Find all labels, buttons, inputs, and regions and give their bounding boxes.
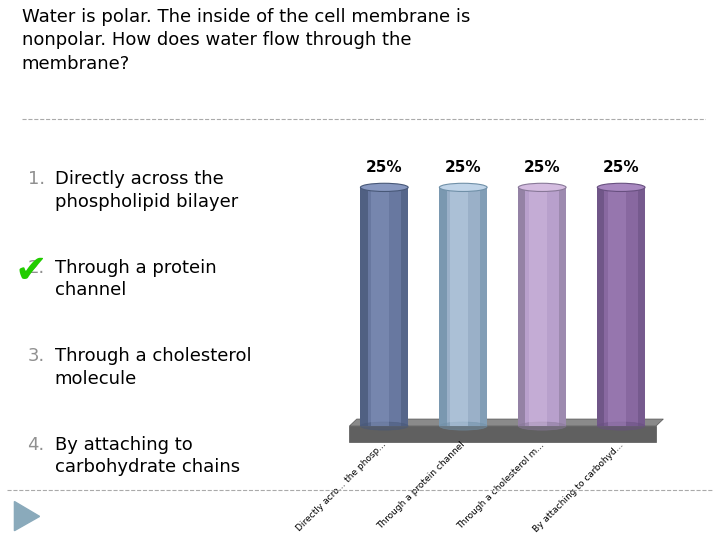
Bar — [518, 187, 526, 426]
Text: 25%: 25% — [524, 160, 560, 175]
Bar — [401, 187, 408, 426]
Bar — [480, 187, 487, 426]
Text: Through a cholesterol m...: Through a cholesterol m... — [456, 440, 546, 530]
Text: Through a cholesterol
molecule: Through a cholesterol molecule — [55, 347, 251, 388]
Bar — [450, 187, 468, 426]
Ellipse shape — [598, 183, 645, 192]
Polygon shape — [349, 419, 663, 426]
Text: 25%: 25% — [366, 160, 402, 175]
Text: 25%: 25% — [603, 160, 639, 175]
Text: Through a protein channel: Through a protein channel — [376, 440, 467, 531]
Ellipse shape — [361, 422, 408, 430]
Bar — [528, 187, 547, 426]
Bar — [439, 187, 446, 426]
Text: Water is polar. The inside of the cell membrane is
nonpolar. How does water flow: Water is polar. The inside of the cell m… — [22, 8, 470, 73]
Ellipse shape — [598, 422, 645, 430]
Text: ✔: ✔ — [15, 252, 48, 290]
Bar — [598, 187, 645, 426]
Text: By attaching to
carbohydrate chains: By attaching to carbohydrate chains — [55, 436, 240, 476]
Text: 3.: 3. — [27, 347, 45, 366]
Bar — [608, 187, 626, 426]
Bar — [518, 187, 566, 426]
Polygon shape — [349, 426, 656, 442]
Bar — [638, 187, 645, 426]
Ellipse shape — [439, 422, 487, 430]
Text: Directly across the
phospholipid bilayer: Directly across the phospholipid bilayer — [55, 171, 238, 211]
Bar — [371, 187, 389, 426]
Ellipse shape — [518, 183, 566, 192]
Text: By attaching to carbohyd...: By attaching to carbohyd... — [531, 440, 625, 534]
Bar — [598, 187, 604, 426]
Ellipse shape — [361, 183, 408, 192]
Text: Directly acro... the phosp...: Directly acro... the phosp... — [294, 440, 388, 534]
Bar — [559, 187, 566, 426]
Bar — [361, 187, 368, 426]
Text: 2.: 2. — [27, 259, 45, 277]
Ellipse shape — [439, 183, 487, 192]
Text: Through a protein
channel: Through a protein channel — [55, 259, 216, 299]
Text: 25%: 25% — [445, 160, 482, 175]
Bar — [361, 187, 408, 426]
Text: 4.: 4. — [27, 436, 45, 454]
Ellipse shape — [518, 422, 566, 430]
Text: 1.: 1. — [27, 171, 45, 188]
Polygon shape — [14, 502, 40, 531]
Bar — [439, 187, 487, 426]
